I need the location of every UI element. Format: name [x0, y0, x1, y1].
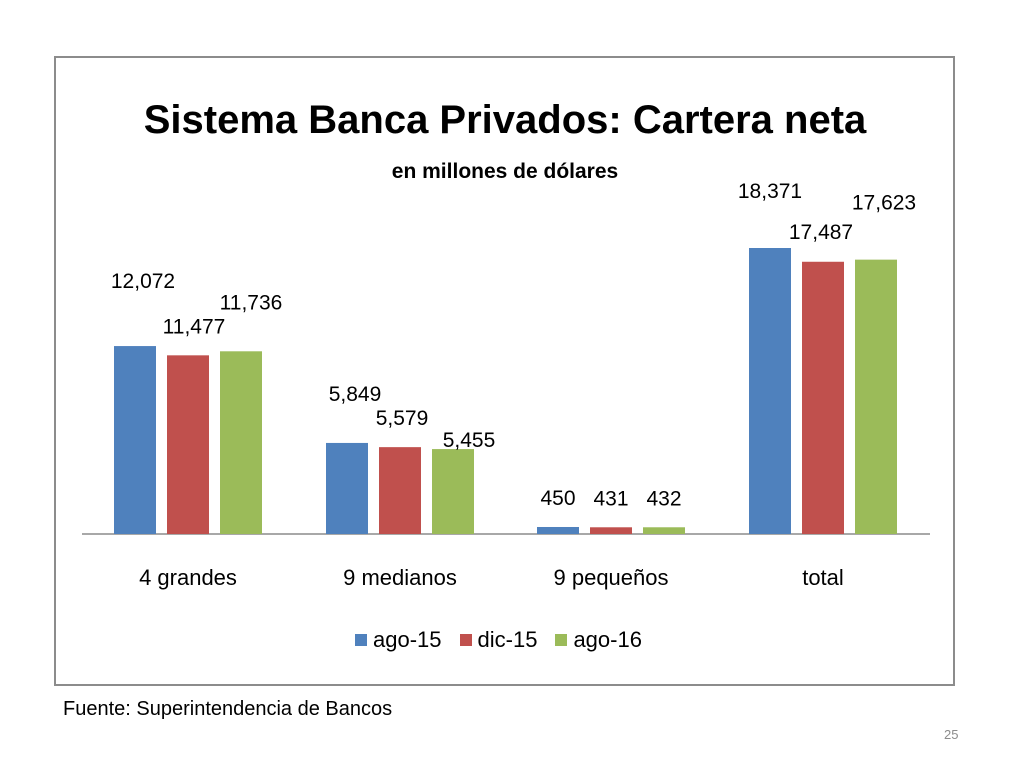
bar-dic-15-2 — [379, 447, 421, 534]
bar-ago-15-2 — [326, 442, 368, 534]
category-labels-group: 4 grandes 9 medianos 9 pequeños total — [139, 565, 844, 590]
category-label-1: 4 grandes — [139, 565, 237, 590]
legend-swatch — [555, 634, 568, 646]
bar-ago-16-1 — [220, 351, 262, 534]
data-label-ago-16-3: 432 — [646, 487, 681, 510]
page-number: 25 — [944, 727, 959, 742]
data-label-ago-15-4: 18,371 — [738, 180, 802, 203]
data-label-ago-16-4: 17,623 — [852, 192, 916, 215]
bars-group — [114, 248, 897, 534]
bar-ago-16-2 — [432, 449, 474, 534]
legend: ago-15 dic-15 ago-16 — [355, 627, 642, 653]
legend-label: ago-16 — [573, 627, 642, 652]
legend-item-ago-15: ago-15 — [355, 627, 442, 653]
data-label-dic-15-4: 17,487 — [789, 221, 853, 244]
bar-ago-16-3 — [643, 527, 685, 534]
data-label-ago-15-1: 12,072 — [111, 270, 175, 293]
legend-item-ago-16: ago-16 — [555, 627, 642, 653]
legend-item-dic-15: dic-15 — [459, 627, 538, 653]
bar-ago-15-1 — [114, 346, 156, 534]
data-label-ago-15-3: 450 — [540, 487, 575, 510]
legend-swatch — [355, 634, 367, 646]
bar-ago-15-3 — [537, 526, 579, 534]
bar-dic-15-1 — [167, 355, 209, 534]
legend-swatch — [459, 634, 472, 646]
data-labels-group: 12,072 5,849 450 18,371 11,477 5,579 431 17,487… — [111, 180, 916, 510]
data-label-ago-15-2: 5,849 — [329, 383, 382, 406]
source-note: Fuente: Superintendencia de Bancos — [63, 698, 393, 720]
bar-dic-15-3 — [590, 527, 632, 534]
data-label-dic-15-1: 11,477 — [163, 315, 226, 338]
category-label-2: 9 medianos — [343, 565, 457, 590]
bar-ago-15-4 — [749, 248, 791, 534]
bar-dic-15-4 — [802, 261, 844, 534]
legend-label: ago-15 — [373, 627, 442, 652]
chart-title: Sistema Banca Privados: Cartera neta — [144, 98, 867, 142]
chart-subtitle: en millones de dólares — [392, 160, 618, 183]
category-label-4: total — [802, 565, 844, 590]
data-label-ago-16-2: 5,455 — [443, 429, 496, 452]
bar-ago-16-4 — [855, 259, 897, 534]
data-label-ago-16-1: 11,736 — [220, 291, 283, 314]
data-label-dic-15-3: 431 — [593, 487, 628, 510]
category-label-3: 9 pequeños — [554, 565, 669, 590]
data-label-dic-15-2: 5,579 — [376, 407, 429, 430]
legend-label: dic-15 — [477, 627, 538, 652]
